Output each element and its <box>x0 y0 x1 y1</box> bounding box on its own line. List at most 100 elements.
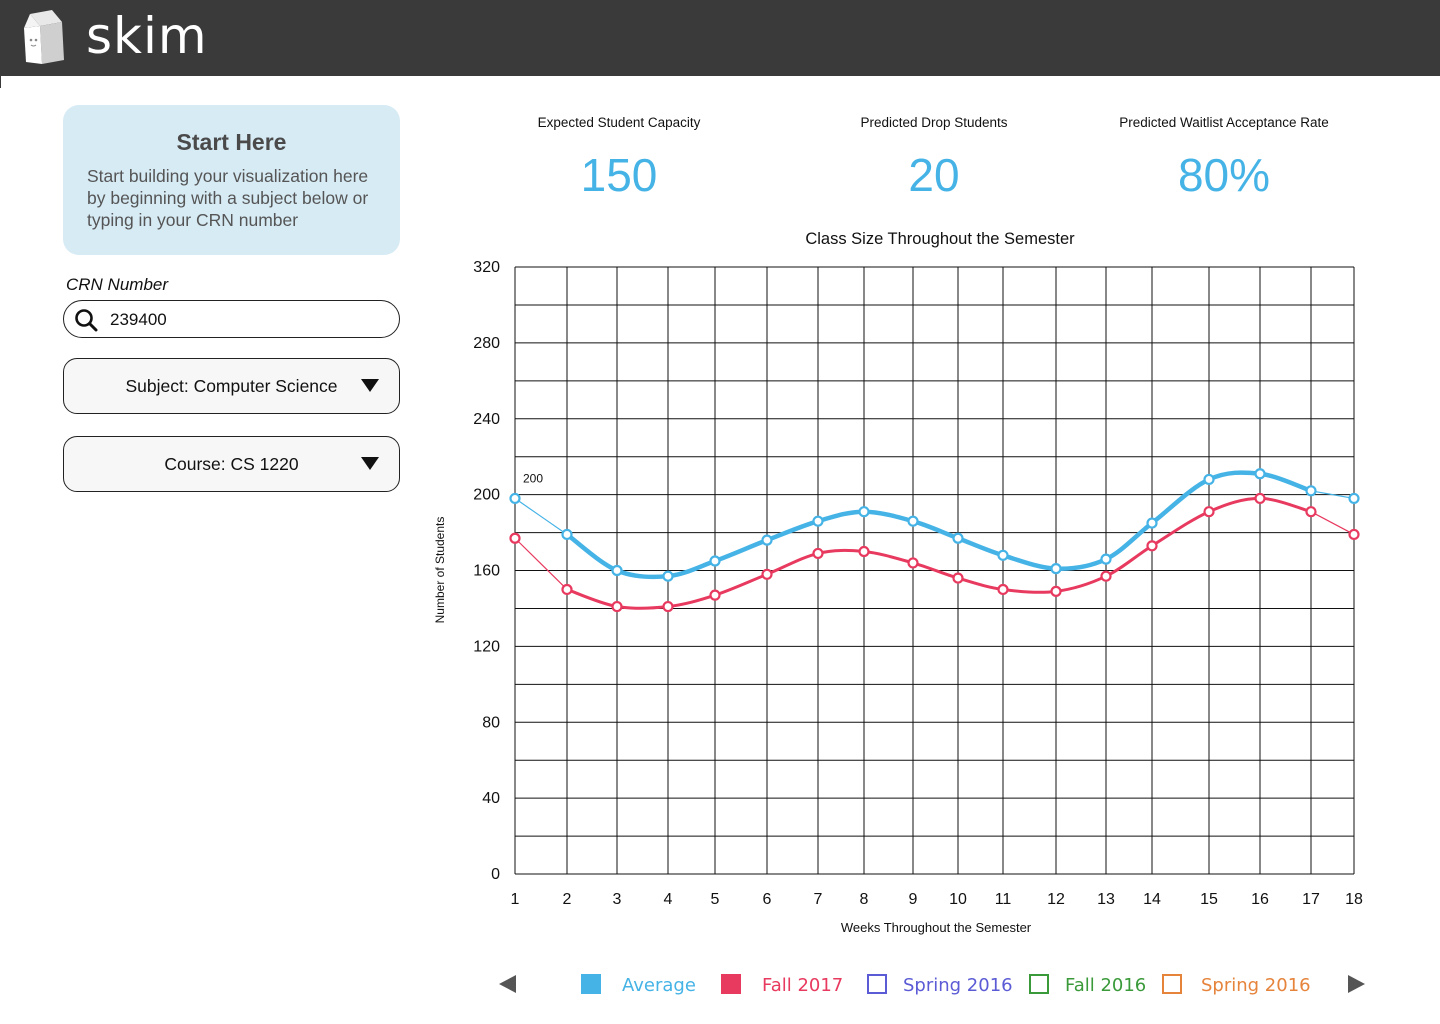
data-point <box>611 564 623 577</box>
subject-dropdown[interactable]: Subject: Computer Science <box>63 358 400 414</box>
x-tick-label: 9 <box>909 891 918 908</box>
data-point <box>1348 528 1360 541</box>
series-line-lead <box>514 537 568 590</box>
crn-input-value[interactable]: 239400 <box>110 310 167 329</box>
legend-label: Spring 2016 <box>1201 975 1311 996</box>
search-icon <box>75 309 98 332</box>
y-axis-label: Number of Students <box>433 516 447 624</box>
data-point <box>1305 485 1317 497</box>
data-point <box>761 568 773 580</box>
legend-label: Fall 2017 <box>762 975 844 996</box>
data-point <box>858 545 870 558</box>
data-label: 200 <box>523 472 543 486</box>
legend-swatch <box>1029 974 1049 994</box>
chevron-down-icon[interactable] <box>361 379 379 392</box>
data-point <box>1050 585 1062 597</box>
legend-next-arrow-icon[interactable] <box>1348 975 1365 993</box>
data-point <box>709 589 721 601</box>
data-point <box>812 515 824 527</box>
x-tick-label: 16 <box>1251 891 1269 908</box>
subject-dropdown-label: Subject: Computer Science <box>125 376 338 396</box>
stat-predicted-drop: Predicted Drop Students 20 <box>784 113 1084 201</box>
app-logo-text[interactable]: skim <box>86 7 208 65</box>
data-point <box>952 532 964 544</box>
data-point <box>812 547 824 560</box>
data-point <box>1100 570 1112 582</box>
legend-swatch <box>867 974 887 994</box>
legend-swatch <box>721 974 741 994</box>
x-tick-label: 3 <box>613 891 622 908</box>
milk-carton-logo-icon[interactable] <box>22 8 68 66</box>
data-point <box>1146 517 1158 529</box>
x-tick-label: 17 <box>1302 891 1320 908</box>
legend-label: Spring 2016 <box>903 975 1013 996</box>
series-line-lead <box>514 497 568 535</box>
x-tick-label: 12 <box>1047 891 1065 908</box>
x-tick-label: 14 <box>1143 891 1161 908</box>
data-point <box>907 557 919 569</box>
series-line-tail <box>1310 511 1355 535</box>
x-tick-label: 8 <box>860 891 869 908</box>
legend-prev-arrow-icon[interactable] <box>499 975 516 993</box>
x-tick-label: 4 <box>664 891 673 908</box>
legend-swatch <box>1162 974 1182 994</box>
legend-label: Fall 2016 <box>1065 975 1147 996</box>
data-point <box>662 570 674 582</box>
data-point <box>509 532 521 544</box>
y-tick-label: 80 <box>482 714 500 731</box>
data-point <box>1203 473 1215 486</box>
stat-value: 20 <box>908 149 960 201</box>
legend-label: Average <box>622 975 696 996</box>
x-tick-label: 1 <box>511 891 520 908</box>
x-tick-label: 10 <box>949 891 967 908</box>
data-point <box>1203 506 1215 518</box>
course-dropdown[interactable]: Course: CS 1220 <box>63 436 400 492</box>
y-tick-label: 200 <box>473 487 500 504</box>
x-tick-label: 11 <box>995 891 1012 908</box>
series-line <box>565 470 1312 580</box>
data-point <box>1146 540 1158 552</box>
crn-search-input[interactable]: 239400 <box>63 300 400 338</box>
y-tick-label: 240 <box>473 411 500 428</box>
header-edge <box>0 76 1 88</box>
x-axis-label: Weeks Throughout the Semester <box>840 920 1032 935</box>
data-point <box>997 549 1009 561</box>
data-point <box>997 583 1009 596</box>
legend-swatch <box>581 974 601 994</box>
data-point <box>1050 563 1062 575</box>
chevron-down-icon[interactable] <box>361 457 379 470</box>
series-line <box>566 496 1312 610</box>
data-point <box>952 572 964 584</box>
data-point <box>561 528 573 541</box>
start-here-description: Start building your visualization here b… <box>87 166 369 230</box>
x-tick-label: 18 <box>1345 891 1363 908</box>
data-point <box>1100 553 1112 565</box>
data-point <box>1254 468 1266 480</box>
top-bar: skim <box>0 0 1440 76</box>
data-point <box>1348 492 1360 505</box>
stat-label: Predicted Waitlist Acceptance Rate <box>1119 115 1329 130</box>
x-tick-label: 2 <box>563 891 572 908</box>
stat-value: 150 <box>580 149 658 201</box>
data-point <box>1305 506 1317 518</box>
chart-legend: Average Fall 2017 Spring 2016 Fall 2016 … <box>0 965 1440 1005</box>
stat-value: 80% <box>1177 149 1271 201</box>
y-tick-label: 120 <box>473 638 500 655</box>
stat-label: Expected Student Capacity <box>537 115 701 130</box>
stat-label: Predicted Drop Students <box>860 115 1008 130</box>
stat-waitlist-rate: Predicted Waitlist Acceptance Rate 80% <box>1074 113 1374 201</box>
x-tick-label: 7 <box>814 891 823 908</box>
start-here-card: Start Here Start building your visualiza… <box>63 105 400 255</box>
data-point <box>509 492 521 505</box>
data-point <box>611 600 623 613</box>
start-here-title: Start Here <box>176 129 287 155</box>
data-point <box>761 534 773 546</box>
x-tick-label: 13 <box>1097 891 1115 908</box>
data-point <box>907 515 919 527</box>
y-tick-label: 0 <box>491 866 500 883</box>
data-point <box>561 583 573 596</box>
data-point <box>709 555 721 567</box>
y-tick-label: 40 <box>482 790 500 807</box>
stat-expected-capacity: Expected Student Capacity 150 <box>469 113 769 201</box>
